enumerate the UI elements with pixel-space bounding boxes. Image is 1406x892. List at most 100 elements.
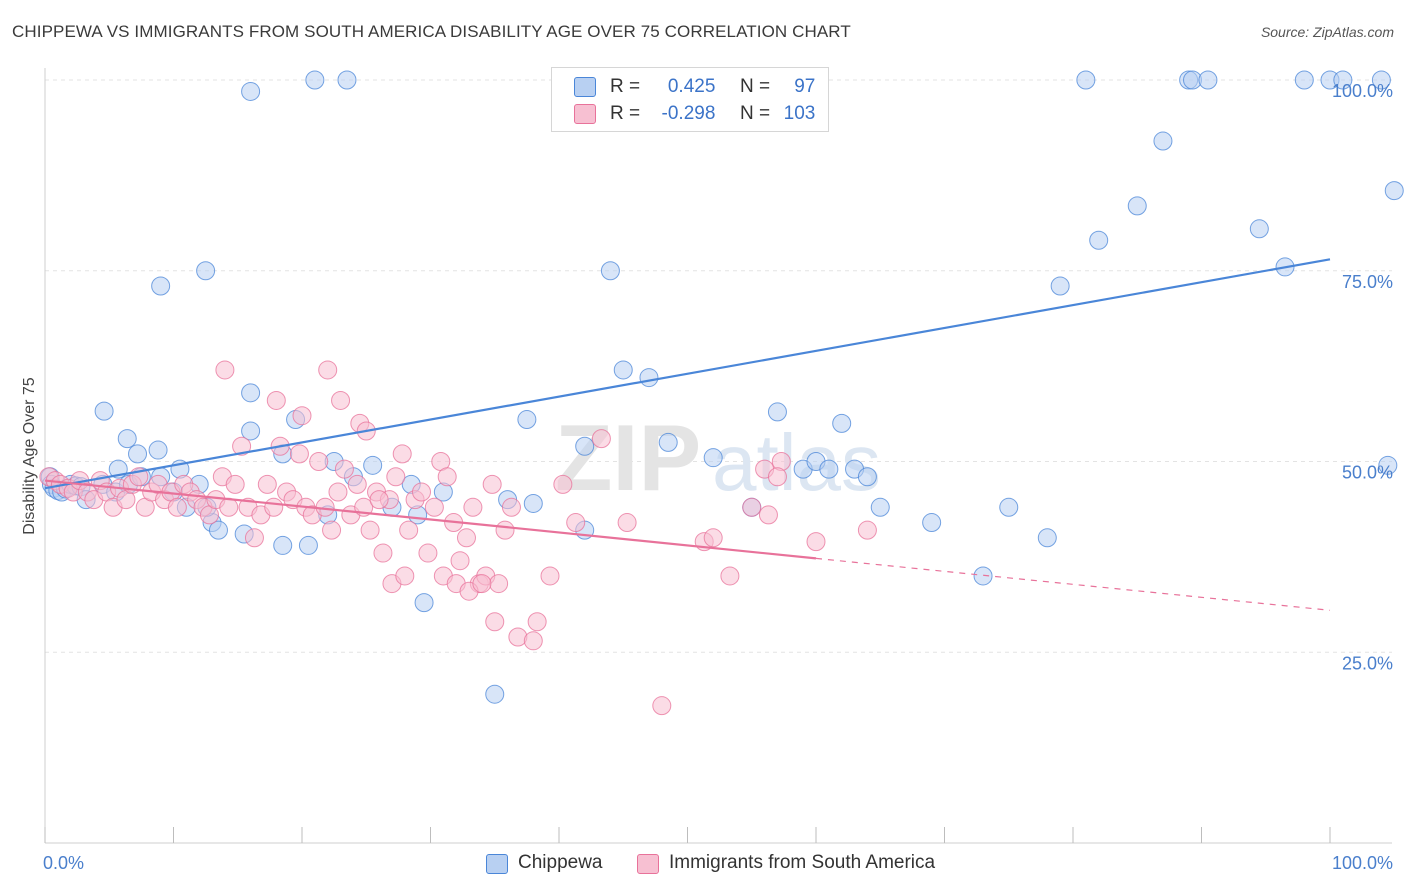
- data-point: [289, 444, 309, 464]
- data-point: [418, 543, 438, 563]
- data-point: [412, 482, 432, 502]
- data-point: [395, 566, 415, 586]
- data-point: [720, 566, 740, 586]
- data-point: [196, 261, 216, 281]
- data-point: [767, 467, 787, 487]
- data-point: [128, 444, 148, 464]
- watermark-zip: ZIP: [555, 405, 701, 510]
- data-point: [292, 406, 312, 426]
- data-point: [215, 360, 235, 380]
- axes: [44, 68, 1392, 844]
- data-point: [219, 497, 239, 517]
- data-point: [328, 482, 348, 502]
- data-point: [148, 440, 168, 460]
- data-point: [318, 360, 338, 380]
- data-point: [600, 261, 620, 281]
- bottom-legend-label-chippewa: Chippewa: [518, 852, 603, 873]
- data-point: [639, 368, 659, 388]
- source-label: Source: ZipAtlas.com: [1260, 24, 1394, 40]
- data-point: [495, 520, 515, 540]
- legend-n-label: N =: [739, 103, 771, 124]
- data-point: [322, 520, 342, 540]
- legend-n-label: N =: [739, 76, 771, 97]
- data-point: [485, 612, 505, 632]
- series-1: [39, 360, 877, 716]
- data-point: [225, 474, 245, 494]
- data-point: [540, 566, 560, 586]
- legend-r-value: 0.425: [667, 76, 716, 97]
- data-point: [472, 574, 492, 594]
- data-point: [347, 474, 367, 494]
- data-point: [617, 513, 637, 533]
- data-point: [1089, 230, 1109, 250]
- y-tick-label: 100.0%: [1332, 81, 1393, 101]
- y-tick-label: 50.0%: [1342, 463, 1393, 483]
- series-layer: [39, 70, 1404, 716]
- data-point: [337, 70, 357, 90]
- data-point: [151, 276, 171, 296]
- data-point: [1037, 528, 1057, 548]
- data-point: [1127, 196, 1147, 216]
- data-point: [1294, 70, 1314, 90]
- data-point: [94, 401, 114, 421]
- data-point: [1371, 70, 1391, 90]
- data-point: [399, 520, 419, 540]
- data-point: [273, 535, 293, 555]
- data-point: [386, 467, 406, 487]
- data-point: [463, 497, 483, 517]
- data-point: [767, 402, 787, 422]
- legend-r-label: R =: [610, 103, 641, 124]
- data-point: [575, 436, 595, 456]
- data-point: [806, 532, 826, 552]
- y-axis-label: Disability Age Over 75: [21, 377, 38, 535]
- data-point: [758, 505, 778, 525]
- data-point: [1249, 219, 1269, 239]
- data-point: [857, 467, 877, 487]
- legend-swatch-chippewa: [574, 77, 596, 97]
- data-point: [482, 474, 502, 494]
- trend-line: [44, 479, 817, 560]
- data-point: [437, 467, 457, 487]
- legend-n-value: 97: [794, 76, 816, 97]
- data-point: [373, 543, 393, 563]
- legend-swatch-immigrants: [574, 104, 596, 124]
- bottom-legend-swatch-immigrants: [637, 854, 659, 874]
- data-point: [305, 70, 325, 90]
- data-point: [363, 455, 383, 475]
- data-point: [703, 448, 723, 468]
- y-tick-label: 25.0%: [1342, 653, 1393, 673]
- x-tick-label: 100.0%: [1332, 853, 1393, 873]
- data-point: [658, 432, 678, 452]
- data-point: [613, 360, 633, 380]
- legend-r-label: R =: [610, 76, 641, 97]
- data-point: [489, 574, 509, 594]
- data-point: [1198, 70, 1218, 90]
- data-point: [1076, 70, 1096, 90]
- data-point: [334, 459, 354, 479]
- trend-line-extension: [815, 557, 1331, 611]
- data-point: [1153, 131, 1173, 151]
- data-point: [857, 520, 877, 540]
- trend-line: [44, 258, 1331, 490]
- series-0: [40, 70, 1404, 704]
- x-tick-label: 0.0%: [43, 853, 84, 873]
- data-point: [553, 474, 573, 494]
- trend-layer: [44, 258, 1331, 611]
- data-point: [1378, 455, 1398, 475]
- data-point: [414, 593, 434, 613]
- bottom-legend-label-immigrants: Immigrants from South America: [669, 852, 936, 873]
- data-point: [922, 513, 942, 533]
- data-point: [527, 612, 547, 632]
- data-point: [257, 474, 277, 494]
- chart-title: CHIPPEWA VS IMMIGRANTS FROM SOUTH AMERIC…: [12, 22, 851, 41]
- y-tick-label: 75.0%: [1342, 272, 1393, 292]
- data-point: [424, 497, 444, 517]
- tick-labels: 100.0% 75.0% 50.0% 25.0% 0.0% 100.0%: [43, 81, 1393, 873]
- data-point: [232, 436, 252, 456]
- data-point: [1333, 70, 1353, 90]
- data-point: [819, 459, 839, 479]
- data-point: [360, 520, 380, 540]
- data-point: [266, 390, 286, 410]
- data-point: [485, 684, 505, 704]
